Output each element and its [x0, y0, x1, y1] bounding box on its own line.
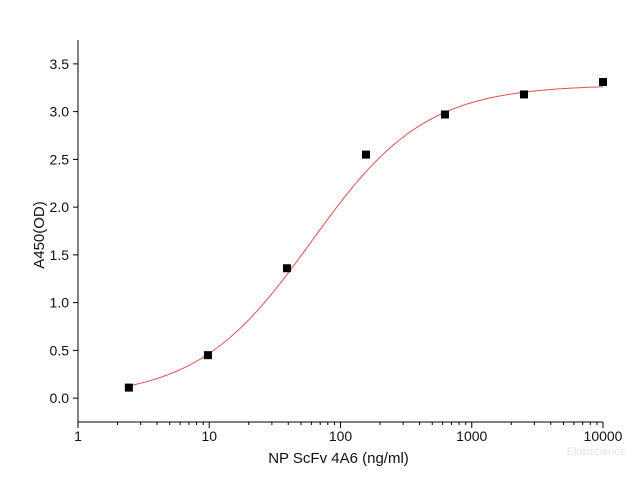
x-axis-title: NP ScFv 4A6 (ng/ml) — [268, 450, 409, 467]
data-point — [361, 150, 370, 159]
y-tick-label: 3.0 — [50, 104, 70, 120]
x-tick-label: 10 — [201, 428, 217, 444]
x-tick-label: 100 — [329, 428, 353, 444]
data-point — [519, 90, 528, 99]
x-tick-label: 1000 — [456, 428, 487, 444]
y-tick-label: 1.0 — [50, 295, 70, 311]
y-ticks: 0.0 0.5 1.0 1.5 2.0 2.5 3.0 3.5 — [50, 56, 78, 406]
y-tick-label: 0.0 — [50, 390, 70, 406]
data-point — [124, 383, 133, 392]
x-tick-label: 10000 — [584, 428, 623, 444]
data-points — [124, 78, 607, 392]
y-tick-label: 3.5 — [50, 56, 70, 72]
fit-curve — [128, 86, 604, 387]
y-tick-label: 0.5 — [50, 342, 70, 358]
data-point — [203, 351, 212, 360]
data-point — [599, 78, 607, 87]
y-tick-label: 1.5 — [50, 247, 70, 263]
x-ticks: 1 10 100 1000 10000 — [74, 422, 623, 444]
x-tick-label: 1 — [74, 428, 82, 444]
watermark: Elabscience — [567, 446, 626, 458]
y-axis-title: A450(OD) — [31, 201, 48, 269]
data-point — [282, 264, 291, 273]
y-tick-label: 2.5 — [50, 151, 70, 167]
data-point — [440, 110, 449, 119]
y-tick-label: 2.0 — [50, 199, 70, 215]
